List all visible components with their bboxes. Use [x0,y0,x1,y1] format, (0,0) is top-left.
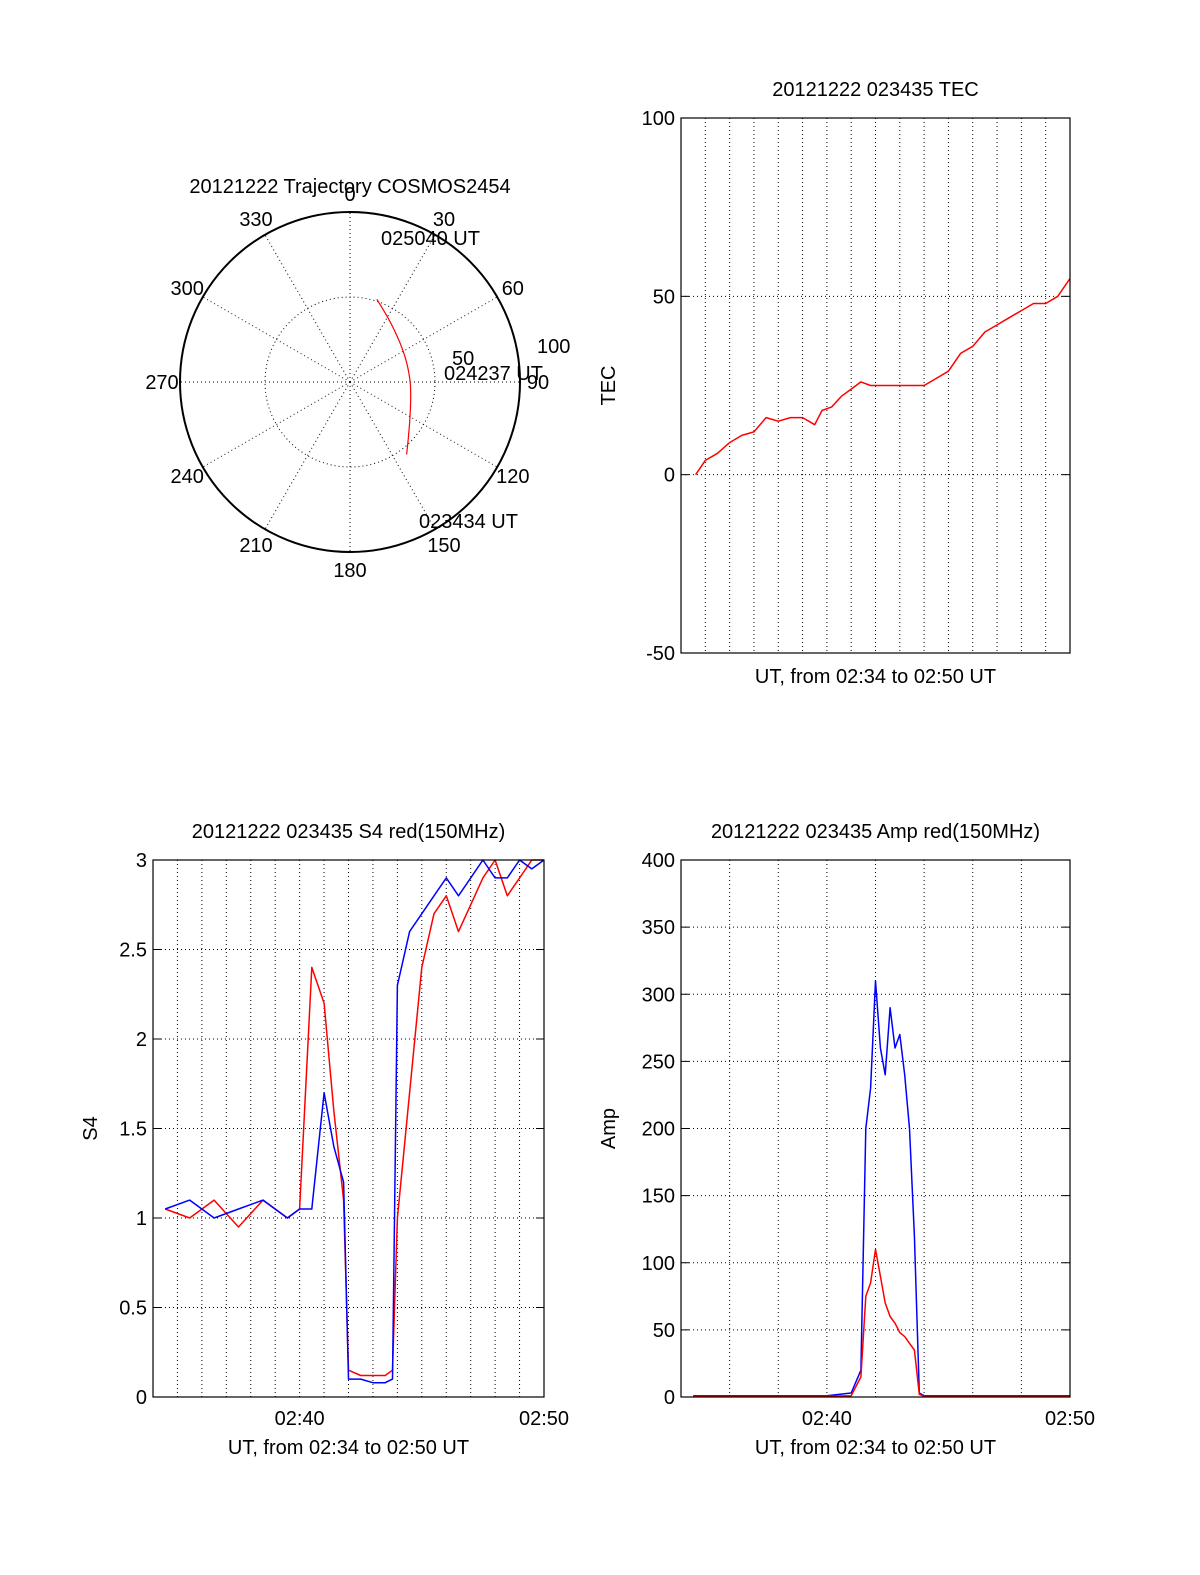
azimuth-label: 330 [239,209,272,231]
radial-label: 50 [452,348,474,370]
y-tick-label: 50 [653,286,675,308]
y-tick-label: 50 [653,1320,675,1342]
tec-series-line [694,278,1071,476]
y-tick-label: 350 [642,917,675,939]
amp-title: 20121222 023435 Amp red(150MHz) [711,821,1040,843]
x-tick-label: 02:50 [519,1408,569,1430]
tec-plot-frame [680,117,1071,654]
azimuth-label: 150 [427,535,460,557]
azimuth-label: 180 [333,560,366,582]
polar-outer-circle [179,211,521,553]
azimuth-label: 240 [170,466,203,488]
x-tick-label: 02:40 [802,1408,852,1430]
y-tick-label: 250 [642,1051,675,1073]
amp-x-axis-label: UT, from 02:34 to 02:50 UT [755,1437,996,1459]
azimuth-label: 60 [502,278,524,300]
y-tick-label: 150 [642,1186,675,1208]
amp-y-axis-label: Amp [598,1108,620,1149]
s4-y-axis-label: S4 [80,1116,102,1140]
azimuth-label: 90 [527,372,549,394]
amp-plot-frame [680,859,1071,1398]
trajectory-title: 20121222 Trajectory COSMOS2454 [189,176,510,198]
y-tick-label: 1.5 [119,1119,147,1141]
radial-label: 100 [537,336,570,358]
y-tick-label: 0 [664,1387,675,1409]
s4-title: 20121222 023435 S4 red(150MHz) [192,821,506,843]
s4-plot-frame [152,859,545,1398]
y-tick-label: 1 [136,1208,147,1230]
trajectory-track [376,298,412,455]
tec-y-axis-label: TEC [598,366,620,406]
y-tick-label: 300 [642,984,675,1006]
y-tick-label: 400 [642,850,675,872]
y-tick-label: 100 [642,108,675,130]
azimuth-label: 30 [433,209,455,231]
y-tick-label: 3 [136,850,147,872]
s4-chart: 20121222 023435 S4 red(150MHz) 0 0.5 1 1.5 2 2… [80,821,569,1459]
tec-chart: 20121222 023435 TEC 100 50 0 -50 UT, from 02:… [598,79,1071,688]
azimuth-label: 120 [496,466,529,488]
track-time-label: 024237 UT [444,363,543,385]
tec-title: 20121222 023435 TEC [772,79,978,101]
s4-series-line [164,859,544,1377]
y-tick-label: 200 [642,1119,675,1141]
polar-spoke [349,381,498,468]
azimuth-label: 270 [145,372,178,394]
x-tick-label: 02:50 [1045,1408,1095,1430]
track-time-label: 023434 UT [419,511,518,533]
azimuth-label: 210 [239,535,272,557]
amp-series-line [693,1248,1070,1398]
amp-series-line [693,980,1070,1397]
y-tick-label: 2.5 [119,940,147,962]
y-tick-label: -50 [646,643,675,665]
y-tick-label: 0 [136,1387,147,1409]
polar-spoke [349,381,436,530]
polar-spoke [349,234,436,383]
tec-x-axis-label: UT, from 02:34 to 02:50 UT [755,666,996,688]
y-tick-label: 2 [136,1029,147,1051]
amp-chart: 20121222 023435 Amp red(150MHz) 0 50 100 150… [598,821,1095,1459]
y-tick-label: 100 [642,1253,675,1275]
azimuth-label: 300 [170,278,203,300]
y-tick-label: 0.5 [119,1298,147,1320]
y-tick-label: 0 [664,465,675,487]
s4-series-line [164,859,545,1384]
polar-spoke [264,381,351,530]
s4-x-axis-label: UT, from 02:34 to 02:50 UT [228,1437,469,1459]
track-time-label: 025040 UT [381,228,480,250]
polar-spoke [202,296,351,383]
polar-spoke [264,234,351,383]
x-tick-label: 02:40 [275,1408,325,1430]
polar-spoke [349,296,498,383]
azimuth-label: 0 [344,184,355,206]
polar-spoke [202,381,351,468]
